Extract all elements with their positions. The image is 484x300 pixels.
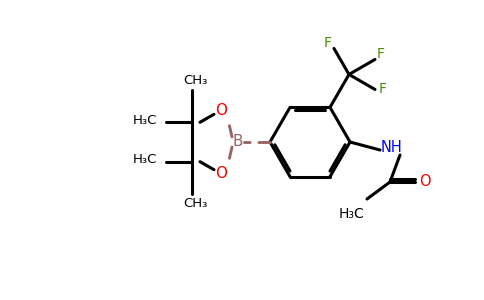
Text: O: O [215, 103, 227, 118]
Text: F: F [324, 37, 332, 50]
Text: H₃C: H₃C [133, 114, 157, 127]
Text: F: F [379, 82, 387, 97]
Text: F: F [377, 47, 385, 61]
Text: O: O [419, 173, 431, 188]
Text: NH: NH [381, 140, 403, 155]
Text: H₃C: H₃C [339, 207, 365, 221]
Text: CH₃: CH₃ [183, 197, 207, 210]
Text: O: O [215, 166, 227, 181]
Text: H₃C: H₃C [133, 153, 157, 166]
Text: B: B [233, 134, 243, 149]
Text: CH₃: CH₃ [183, 74, 207, 87]
